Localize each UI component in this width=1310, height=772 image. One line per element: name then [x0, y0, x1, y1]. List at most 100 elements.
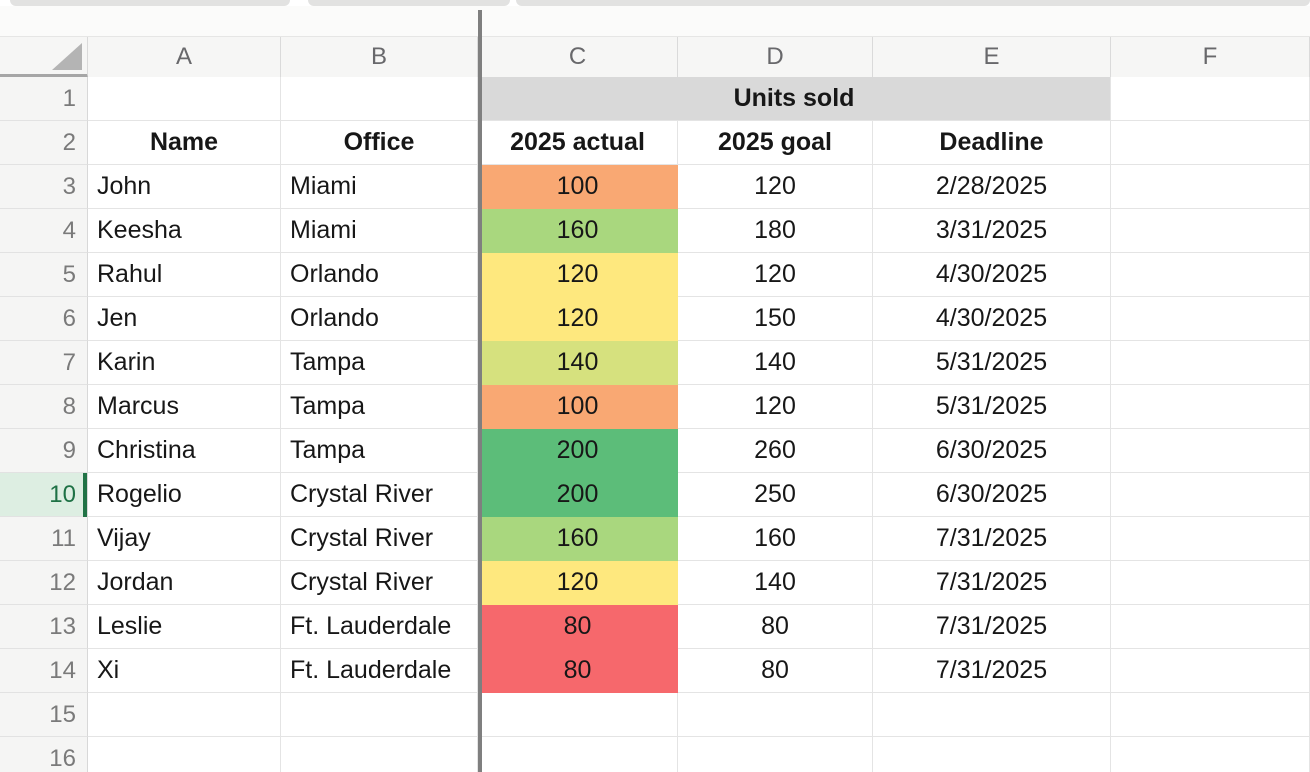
cell-header-goal[interactable]: 2025 goal [678, 121, 873, 165]
cell-name-10[interactable]: Rogelio [88, 473, 281, 517]
cell-office-8[interactable]: Tampa [281, 385, 478, 429]
row-header-12[interactable]: 12 [0, 561, 88, 605]
cell-name-13[interactable]: Leslie [88, 605, 281, 649]
cell-a15[interactable] [88, 693, 281, 737]
cell-deadline-11[interactable]: 7/31/2025 [873, 517, 1111, 561]
cell-f10[interactable] [1111, 473, 1310, 517]
cell-f7[interactable] [1111, 341, 1310, 385]
cell-deadline-12[interactable]: 7/31/2025 [873, 561, 1111, 605]
cell-f3[interactable] [1111, 165, 1310, 209]
row-header-10[interactable]: 10 [0, 473, 88, 517]
cell-e15[interactable] [873, 693, 1111, 737]
cell-name-14[interactable]: Xi [88, 649, 281, 693]
cell-actual-14[interactable]: 80 [478, 649, 678, 693]
cell-name-7[interactable]: Karin [88, 341, 281, 385]
cell-f6[interactable] [1111, 297, 1310, 341]
select-all-corner[interactable] [0, 37, 88, 78]
cell-b15[interactable] [281, 693, 478, 737]
cell-f8[interactable] [1111, 385, 1310, 429]
cell-deadline-10[interactable]: 6/30/2025 [873, 473, 1111, 517]
merged-title-cell-units-sold[interactable]: Units sold [478, 77, 1111, 121]
cell-deadline-6[interactable]: 4/30/2025 [873, 297, 1111, 341]
freeze-pane-divider[interactable] [478, 10, 482, 772]
cell-deadline-14[interactable]: 7/31/2025 [873, 649, 1111, 693]
cell-goal-10[interactable]: 250 [678, 473, 873, 517]
cell-d16[interactable] [678, 737, 873, 772]
row-header-11[interactable]: 11 [0, 517, 88, 561]
cell-a1[interactable] [88, 77, 281, 121]
cell-actual-3[interactable]: 100 [478, 165, 678, 209]
cell-goal-8[interactable]: 120 [678, 385, 873, 429]
cell-f16[interactable] [1111, 737, 1310, 772]
cell-office-5[interactable]: Orlando [281, 253, 478, 297]
cell-name-5[interactable]: Rahul [88, 253, 281, 297]
cell-actual-8[interactable]: 100 [478, 385, 678, 429]
cell-deadline-4[interactable]: 3/31/2025 [873, 209, 1111, 253]
row-header-6[interactable]: 6 [0, 297, 88, 341]
cell-actual-11[interactable]: 160 [478, 517, 678, 561]
cell-e16[interactable] [873, 737, 1111, 772]
row-header-15[interactable]: 15 [0, 693, 88, 737]
column-header-e[interactable]: E [873, 37, 1111, 78]
cell-name-8[interactable]: Marcus [88, 385, 281, 429]
row-header-7[interactable]: 7 [0, 341, 88, 385]
cell-name-11[interactable]: Vijay [88, 517, 281, 561]
column-header-f[interactable]: F [1111, 37, 1310, 78]
row-header-14[interactable]: 14 [0, 649, 88, 693]
cell-f11[interactable] [1111, 517, 1310, 561]
cell-office-7[interactable]: Tampa [281, 341, 478, 385]
cell-f13[interactable] [1111, 605, 1310, 649]
cell-header-actual[interactable]: 2025 actual [478, 121, 678, 165]
cell-goal-6[interactable]: 150 [678, 297, 873, 341]
window-tab[interactable] [10, 0, 290, 6]
cell-name-12[interactable]: Jordan [88, 561, 281, 605]
cell-actual-10[interactable]: 200 [478, 473, 678, 517]
cell-actual-12[interactable]: 120 [478, 561, 678, 605]
column-header-c[interactable]: C [478, 37, 678, 78]
cell-office-13[interactable]: Ft. Lauderdale [281, 605, 478, 649]
row-header-2[interactable]: 2 [0, 121, 88, 165]
cell-goal-4[interactable]: 180 [678, 209, 873, 253]
cell-actual-5[interactable]: 120 [478, 253, 678, 297]
cell-actual-9[interactable]: 200 [478, 429, 678, 473]
cell-office-9[interactable]: Tampa [281, 429, 478, 473]
cell-f2[interactable] [1111, 121, 1310, 165]
cell-f12[interactable] [1111, 561, 1310, 605]
cell-actual-4[interactable]: 160 [478, 209, 678, 253]
cell-name-4[interactable]: Keesha [88, 209, 281, 253]
row-header-3[interactable]: 3 [0, 165, 88, 209]
cell-c15[interactable] [478, 693, 678, 737]
cell-d15[interactable] [678, 693, 873, 737]
cell-name-3[interactable]: John [88, 165, 281, 209]
cell-actual-6[interactable]: 120 [478, 297, 678, 341]
cell-actual-13[interactable]: 80 [478, 605, 678, 649]
cell-deadline-9[interactable]: 6/30/2025 [873, 429, 1111, 473]
cell-actual-7[interactable]: 140 [478, 341, 678, 385]
cell-goal-13[interactable]: 80 [678, 605, 873, 649]
cell-goal-12[interactable]: 140 [678, 561, 873, 605]
row-header-13[interactable]: 13 [0, 605, 88, 649]
cell-goal-5[interactable]: 120 [678, 253, 873, 297]
column-header-a[interactable]: A [88, 37, 281, 78]
cell-goal-7[interactable]: 140 [678, 341, 873, 385]
cell-goal-11[interactable]: 160 [678, 517, 873, 561]
row-header-8[interactable]: 8 [0, 385, 88, 429]
cell-c16[interactable] [478, 737, 678, 772]
cell-header-deadline[interactable]: Deadline [873, 121, 1111, 165]
cell-office-6[interactable]: Orlando [281, 297, 478, 341]
cell-office-4[interactable]: Miami [281, 209, 478, 253]
cell-f14[interactable] [1111, 649, 1310, 693]
cell-b16[interactable] [281, 737, 478, 772]
cell-deadline-7[interactable]: 5/31/2025 [873, 341, 1111, 385]
cell-deadline-8[interactable]: 5/31/2025 [873, 385, 1111, 429]
row-header-9[interactable]: 9 [0, 429, 88, 473]
column-header-d[interactable]: D [678, 37, 873, 78]
window-tab-active[interactable] [516, 0, 1310, 6]
row-header-16[interactable]: 16 [0, 737, 88, 772]
cell-f4[interactable] [1111, 209, 1310, 253]
cell-office-14[interactable]: Ft. Lauderdale [281, 649, 478, 693]
cell-name-9[interactable]: Christina [88, 429, 281, 473]
cell-name-6[interactable]: Jen [88, 297, 281, 341]
cell-deadline-3[interactable]: 2/28/2025 [873, 165, 1111, 209]
cell-office-11[interactable]: Crystal River [281, 517, 478, 561]
